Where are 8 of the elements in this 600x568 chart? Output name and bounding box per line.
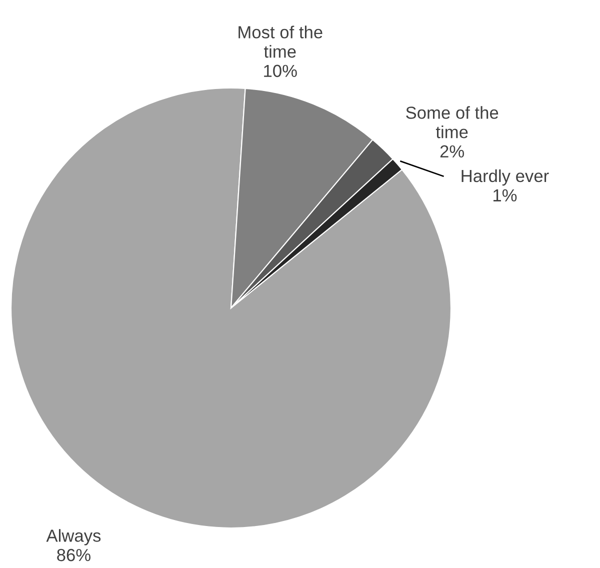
slice-label: Most of the time (238, 26, 322, 58)
slice-label: Some of the time (406, 106, 498, 138)
data-label: 86% (57, 548, 90, 562)
data-label: 10% (264, 64, 297, 78)
slice-label: Hardly ever (462, 169, 549, 186)
data-label: 2% (440, 145, 464, 158)
data-label: 1% (493, 189, 517, 202)
slice-label: Always (46, 529, 101, 546)
